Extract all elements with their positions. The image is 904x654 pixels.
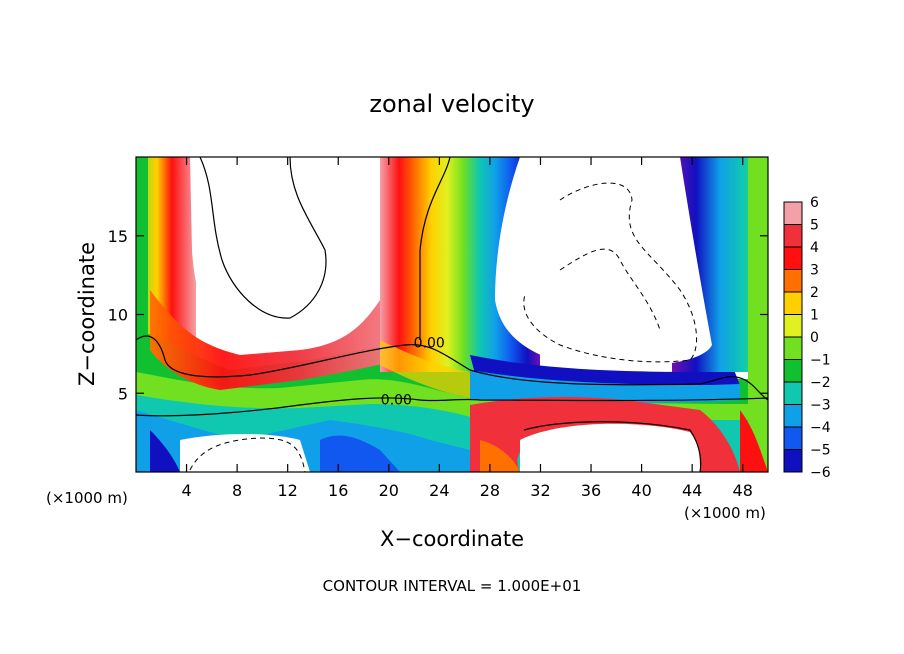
colorbar-swatch: [784, 292, 802, 315]
colorbar-label: 1: [810, 308, 819, 324]
colorbar-swatch: [784, 427, 802, 450]
colorbar-swatch: [784, 404, 802, 428]
y-tick-label: 15: [108, 227, 128, 246]
colorbar-swatch: [784, 359, 802, 383]
x-tick-label: 20: [379, 481, 399, 500]
y-axis: 5 10 15: [108, 227, 768, 403]
x-tick-label: 36: [581, 481, 601, 500]
colorbar: 6 5 4 3 2 1 0 −1 −2 −3 −4 −5 −6: [783, 195, 831, 481]
contour-interval-note: CONTOUR INTERVAL = 1.000E+01: [323, 577, 582, 595]
colorbar-swatch: [784, 269, 802, 293]
x-axis: 4 8 12 16 20 24 28 32 36 40 44 48: [181, 157, 753, 500]
colorbar-label: −4: [810, 420, 831, 436]
colorbar-label: 3: [810, 263, 819, 279]
colorbar-label: −1: [810, 353, 831, 369]
x-unit-right: (×1000 m): [684, 504, 766, 522]
y-tick-label: 5: [118, 384, 128, 403]
y-tick-label: 10: [108, 306, 128, 325]
x-tick-label: 8: [232, 481, 242, 500]
heatmap-field: [136, 157, 768, 472]
colorbar-swatch: [784, 247, 802, 270]
y-axis-label: Z−coordinate: [75, 242, 99, 386]
x-axis-label: X−coordinate: [380, 527, 524, 551]
x-tick-label: 40: [631, 481, 651, 500]
x-unit-left: (×1000 m): [46, 489, 128, 507]
colorbar-label: 4: [810, 240, 819, 256]
contour-label: 0.00: [381, 392, 412, 408]
colorbar-swatch: [784, 314, 802, 338]
x-tick-label: 32: [530, 481, 550, 500]
colorbar-swatch: [784, 449, 802, 473]
x-tick-label: 24: [429, 481, 449, 500]
x-tick-label: 44: [682, 481, 702, 500]
x-tick-label: 16: [328, 481, 348, 500]
colorbar-swatch: [784, 224, 802, 248]
colorbar-label: −5: [810, 443, 831, 459]
colorbar-label: 0: [810, 330, 819, 346]
colorbar-label: 2: [810, 285, 819, 301]
x-tick-label: 12: [278, 481, 298, 500]
x-tick-label: 4: [181, 481, 191, 500]
colorbar-label: 5: [810, 218, 819, 234]
colorbar-label: −3: [810, 398, 831, 414]
colorbar-label: 6: [810, 195, 819, 211]
x-tick-label: 48: [733, 481, 753, 500]
chart-title: zonal velocity: [369, 90, 534, 118]
contour-labels: 0.00 0.00: [381, 336, 445, 409]
contour-label: 0.00: [414, 336, 445, 352]
x-tick-label: 28: [480, 481, 500, 500]
colorbar-label: −6: [810, 465, 831, 481]
colorbar-label: −2: [810, 375, 831, 391]
colorbar-swatch: [784, 337, 802, 360]
colorbar-swatch: [784, 382, 802, 405]
contour-lines-dashed: [189, 182, 698, 472]
contour-lines: [136, 157, 768, 472]
colorbar-swatch: [784, 202, 802, 225]
